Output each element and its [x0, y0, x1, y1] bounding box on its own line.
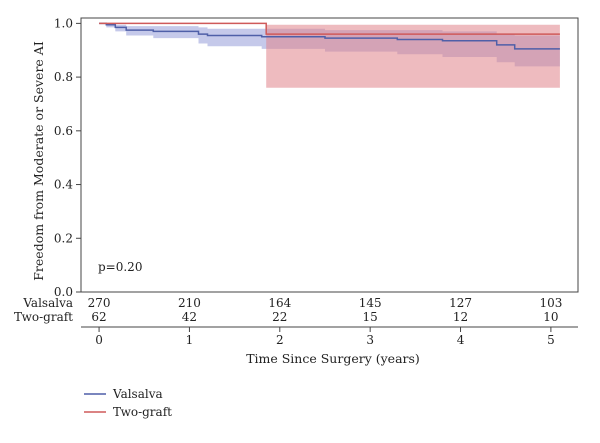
risk-count: 103 — [539, 296, 562, 310]
risk-count: 164 — [268, 296, 291, 310]
x-tick-label: 1 — [186, 333, 194, 347]
risk-row-label: Valsalva — [22, 296, 73, 310]
y-tick-label: 0.8 — [54, 70, 73, 84]
risk-count: 10 — [543, 310, 558, 324]
legend-label-two-graft: Two-graft — [113, 405, 172, 419]
risk-count: 270 — [88, 296, 111, 310]
survival-curves — [99, 22, 560, 50]
x-tick-label: 5 — [547, 333, 555, 347]
x-axis-title: Time Since Surgery (years) — [246, 351, 420, 366]
axes: 0.00.20.40.60.81.00 1 2 3 4 5 — [54, 16, 579, 347]
x-tick-label: 3 — [366, 333, 374, 347]
ci-band-two-graft — [99, 23, 560, 88]
y-tick-label: 0.4 — [54, 178, 73, 192]
x-tick-label: 4 — [457, 333, 465, 347]
risk-count: 127 — [449, 296, 472, 310]
risk-count: 12 — [453, 310, 468, 324]
plot-frame — [80, 17, 579, 293]
risk-table: Valsalva 270 210 164 145 127 103 Two-graft 62 42 2… — [14, 296, 562, 324]
risk-count: 22 — [272, 310, 287, 324]
x-tick-label: 2 — [276, 333, 284, 347]
km-curve-valsalva — [99, 22, 560, 50]
p-value-annotation: p=0.20 — [98, 260, 142, 274]
risk-count: 42 — [182, 310, 197, 324]
km-curve-two-graft — [99, 22, 560, 35]
risk-count: 15 — [363, 310, 378, 324]
y-tick-label: 0.0 — [54, 285, 73, 299]
y-axis-title: Freedom from Moderate or Severe AI — [31, 41, 46, 281]
y-tick-label: 1.0 — [54, 16, 73, 30]
legend-label-valsalva: Valsalva — [112, 387, 163, 401]
risk-row-label: Two-graft — [14, 310, 73, 324]
legend: Valsalva Two-graft — [84, 387, 172, 419]
y-tick-label: 0.2 — [54, 231, 73, 245]
x-tick-label: 0 — [95, 333, 103, 347]
y-tick-label: 0.6 — [54, 124, 73, 138]
confidence-bands — [99, 23, 560, 88]
risk-count: 210 — [178, 296, 201, 310]
risk-count: 145 — [359, 296, 382, 310]
risk-count: 62 — [91, 310, 106, 324]
